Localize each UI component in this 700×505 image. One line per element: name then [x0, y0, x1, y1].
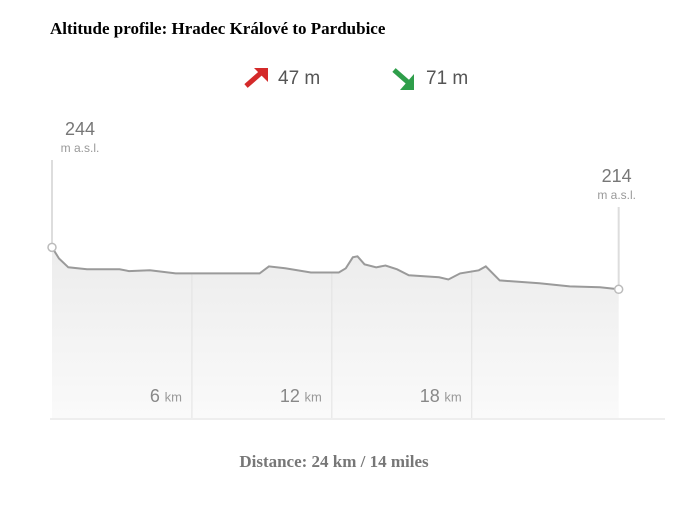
x-tick-unit: km: [444, 389, 461, 404]
altitude-unit: m a.s.l.: [61, 141, 100, 155]
altitude-unit: m a.s.l.: [597, 188, 636, 202]
area-fill: [52, 247, 619, 418]
descent-icon: [392, 68, 414, 90]
ascent: 47 m: [278, 68, 320, 89]
altitude-label: 214: [602, 166, 632, 186]
x-tick-label: 6: [150, 386, 160, 406]
x-tick-label: 12: [280, 386, 300, 406]
chart-title: Altitude profile: Hradec Králové to Pard…: [50, 19, 386, 38]
x-tick-label: 18: [420, 386, 440, 406]
endpoint-marker: [47, 242, 57, 253]
x-tick-unit: km: [305, 389, 322, 404]
profile-line: [51, 246, 619, 291]
endpoint-marker: [613, 284, 624, 295]
footer: Distance: 24 km / 14 miles: [239, 452, 429, 471]
altitude-label: 244: [65, 119, 95, 139]
ascent-icon: [244, 68, 268, 88]
x-tick-unit: km: [165, 389, 182, 404]
descent: 71 m: [426, 68, 468, 89]
